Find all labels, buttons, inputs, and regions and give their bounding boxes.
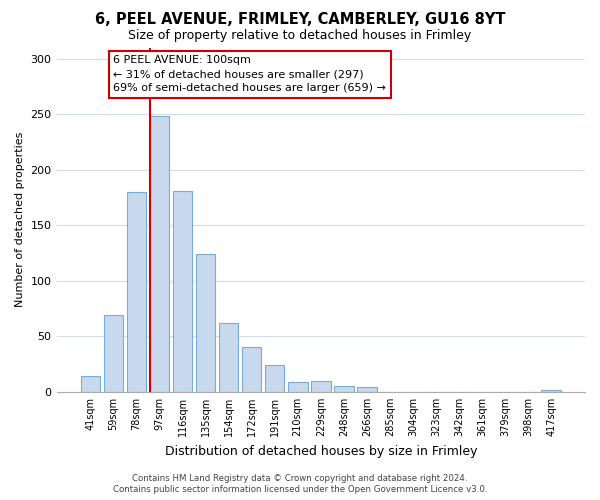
Bar	[196, 254, 215, 392]
Bar	[242, 348, 262, 392]
Text: 6 PEEL AVENUE: 100sqm
← 31% of detached houses are smaller (297)
69% of semi-det: 6 PEEL AVENUE: 100sqm ← 31% of detached …	[113, 56, 386, 94]
Bar	[288, 382, 308, 392]
Bar	[219, 323, 238, 392]
Bar	[334, 386, 353, 392]
Bar	[127, 192, 146, 392]
Bar	[357, 388, 377, 392]
Bar	[265, 366, 284, 392]
Bar	[149, 116, 169, 392]
Bar	[173, 191, 193, 392]
Bar	[311, 381, 331, 392]
Bar	[104, 316, 123, 392]
Text: 6, PEEL AVENUE, FRIMLEY, CAMBERLEY, GU16 8YT: 6, PEEL AVENUE, FRIMLEY, CAMBERLEY, GU16…	[95, 12, 505, 28]
Bar	[541, 390, 561, 392]
Text: Contains HM Land Registry data © Crown copyright and database right 2024.
Contai: Contains HM Land Registry data © Crown c…	[113, 474, 487, 494]
Y-axis label: Number of detached properties: Number of detached properties	[15, 132, 25, 308]
X-axis label: Distribution of detached houses by size in Frimley: Distribution of detached houses by size …	[164, 444, 477, 458]
Text: Size of property relative to detached houses in Frimley: Size of property relative to detached ho…	[128, 29, 472, 42]
Bar	[80, 376, 100, 392]
